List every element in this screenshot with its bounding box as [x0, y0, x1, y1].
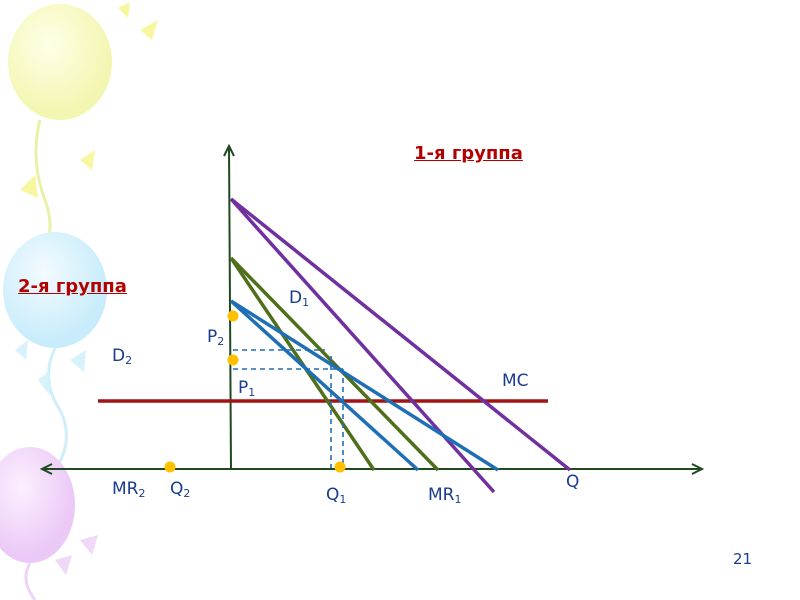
group2-curves	[229, 299, 499, 472]
y-axis	[228, 145, 232, 471]
label-q2: Q2	[170, 479, 191, 500]
label-mr1: MR1	[428, 485, 462, 506]
dashed-guides	[233, 349, 344, 468]
label-mc: MC	[502, 371, 529, 391]
marginal-revenue-mr1-line	[229, 197, 496, 494]
label-d1: D1	[289, 288, 310, 309]
x-axis-left-arrowhead	[39, 463, 53, 475]
blue-balloon	[3, 232, 107, 471]
point-q1	[334, 461, 346, 473]
label-q1: Q1	[326, 485, 347, 506]
label-p2: P2	[207, 327, 225, 348]
page-number: 21	[733, 550, 753, 568]
point-p1	[227, 354, 239, 366]
point-q2	[164, 461, 176, 473]
y-axis-arrowhead	[223, 143, 235, 157]
yellow-balloon	[8, 2, 158, 272]
label-mr2: MR2	[112, 479, 146, 500]
demand-d2-line	[230, 299, 499, 472]
label-d2: D2	[112, 346, 133, 367]
group2-title: 2-я группа	[18, 276, 127, 297]
label-q-axis: Q	[566, 472, 580, 492]
label-p1: P1	[238, 378, 256, 399]
point-p2	[227, 310, 239, 322]
x-axis-right-arrowhead	[691, 463, 705, 475]
demand-d1-line	[229, 197, 572, 472]
green-curves	[229, 256, 440, 472]
group1-title: 1-я группа	[414, 143, 523, 164]
green-line-outer	[229, 256, 440, 472]
group1-curves	[229, 197, 572, 494]
marginal-revenue-mr2-line	[229, 299, 420, 472]
pink-balloon	[0, 447, 98, 600]
points	[164, 310, 346, 473]
